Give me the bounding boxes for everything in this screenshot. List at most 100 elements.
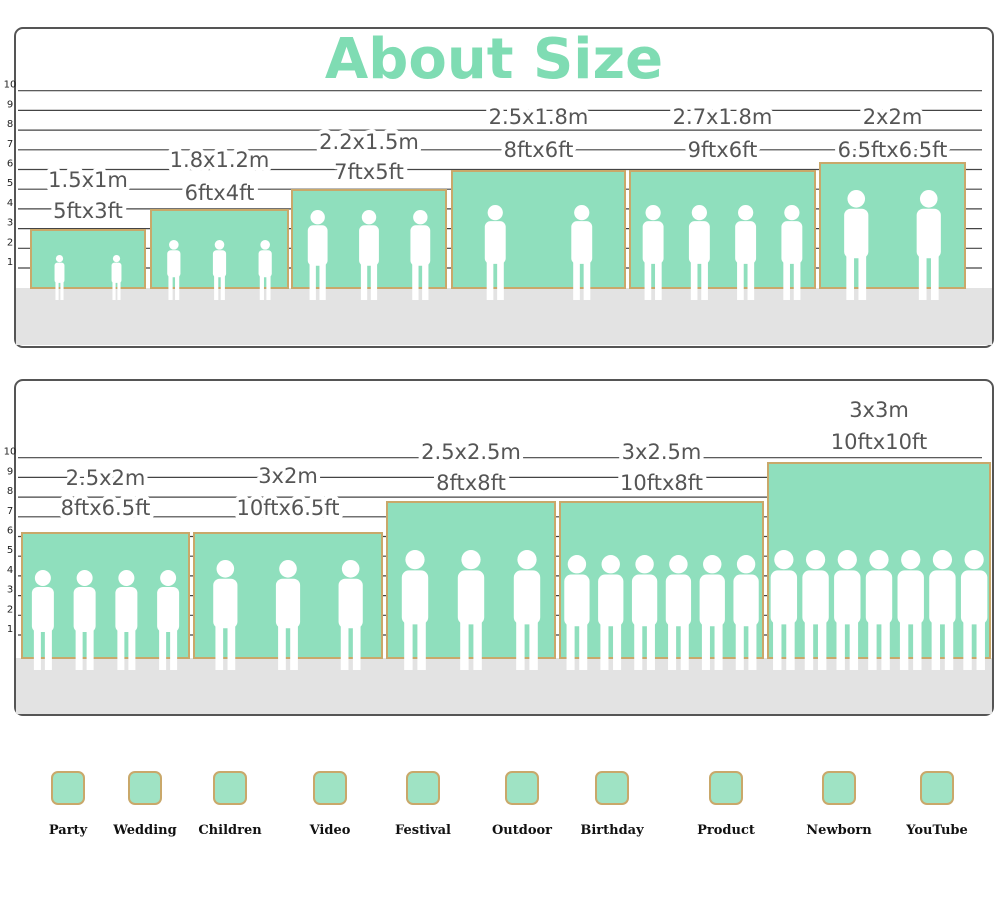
silhouette <box>847 190 866 208</box>
silhouette <box>631 574 658 627</box>
silhouette <box>497 260 504 300</box>
silhouette <box>644 260 652 300</box>
size-meters: 3x3m <box>849 398 909 422</box>
scale-label: 4 <box>7 565 13 576</box>
scale-label: 8 <box>7 486 13 497</box>
silhouette <box>410 225 431 266</box>
use-icon <box>920 771 954 805</box>
scale-label: 10 <box>4 80 17 91</box>
silhouette <box>115 587 138 632</box>
silhouette <box>307 225 328 266</box>
silhouette <box>770 570 798 625</box>
silhouette <box>601 555 620 574</box>
silhouette <box>310 210 325 225</box>
silhouette <box>275 578 301 629</box>
silhouette <box>913 619 922 670</box>
silhouette <box>783 260 790 300</box>
title: About Size <box>325 27 663 92</box>
size-feet: 10ftx10ft <box>831 430 927 454</box>
silhouette <box>159 628 167 670</box>
silhouette <box>128 628 136 670</box>
silhouette <box>340 623 349 670</box>
backdrop <box>559 501 764 659</box>
silhouette <box>341 560 360 578</box>
size-feet: 5ftx3ft <box>53 199 123 223</box>
silhouette <box>55 281 59 300</box>
silhouette <box>175 274 180 300</box>
size-feet: 10ftx6.5ft <box>236 496 339 520</box>
silhouette <box>929 570 956 625</box>
silhouette <box>573 260 580 300</box>
silhouette <box>976 619 985 670</box>
size-meters: 2x2m <box>863 105 923 129</box>
silhouette <box>167 250 181 278</box>
silhouette <box>804 619 814 670</box>
silhouette <box>735 221 757 264</box>
size-meters: 2.7x1.8m <box>673 105 773 129</box>
silhouette <box>216 560 235 578</box>
scale-label: 9 <box>7 99 13 110</box>
silhouette <box>963 619 972 670</box>
scale-label: 8 <box>7 119 13 130</box>
use-icon <box>128 771 162 805</box>
scale-label: 6 <box>7 159 13 170</box>
use-label: Outdoor <box>492 823 552 838</box>
use-icon <box>822 771 856 805</box>
silhouette <box>786 619 795 670</box>
size-meters: 3x2m <box>258 464 318 488</box>
silhouette <box>805 550 826 570</box>
silhouette <box>513 570 541 625</box>
silhouette <box>781 221 803 264</box>
silhouette <box>484 221 506 264</box>
size-feet: 10ftx8ft <box>620 471 703 495</box>
silhouette <box>516 619 525 670</box>
silhouette <box>688 221 710 264</box>
silhouette <box>579 621 588 670</box>
silhouette <box>701 260 708 300</box>
use-label: Product <box>697 823 755 838</box>
silhouette <box>690 260 698 300</box>
silhouette <box>215 623 224 670</box>
scale-label: 3 <box>7 585 13 596</box>
silhouette <box>259 274 264 300</box>
silhouette <box>837 550 857 570</box>
silhouette <box>361 210 377 225</box>
silhouette <box>571 221 593 264</box>
use-label: Birthday <box>580 823 644 838</box>
silhouette <box>157 587 180 632</box>
silhouette <box>613 621 622 670</box>
silhouette <box>44 628 52 670</box>
silhouette <box>932 550 953 570</box>
size-meters: 3x2.5m <box>622 440 702 464</box>
size-meters: 2.5x2m <box>66 466 146 490</box>
silhouette <box>422 262 429 300</box>
silhouette <box>214 274 219 300</box>
silhouette <box>583 260 591 300</box>
silhouette <box>213 578 238 629</box>
silhouette <box>655 260 662 300</box>
use-icon <box>313 771 347 805</box>
scale-label: 6 <box>7 526 13 537</box>
silhouette <box>258 250 272 278</box>
use-label: Wedding <box>112 823 176 838</box>
silhouette <box>635 555 654 574</box>
silhouette <box>600 621 609 670</box>
silhouette <box>460 619 469 670</box>
silhouette <box>33 628 41 670</box>
silhouette <box>360 262 368 300</box>
silhouette <box>55 255 64 263</box>
silhouette <box>858 253 867 300</box>
silhouette <box>869 550 889 570</box>
silhouette <box>564 574 590 627</box>
silhouette <box>457 570 485 625</box>
silhouette <box>417 619 426 670</box>
silhouette <box>412 262 419 300</box>
silhouette <box>691 205 707 221</box>
silhouette <box>212 250 227 278</box>
silhouette <box>817 619 827 670</box>
silhouette <box>290 623 298 670</box>
use-label: Children <box>198 823 262 838</box>
silhouette <box>359 225 379 266</box>
silhouette <box>168 274 173 300</box>
silhouette <box>931 619 941 670</box>
